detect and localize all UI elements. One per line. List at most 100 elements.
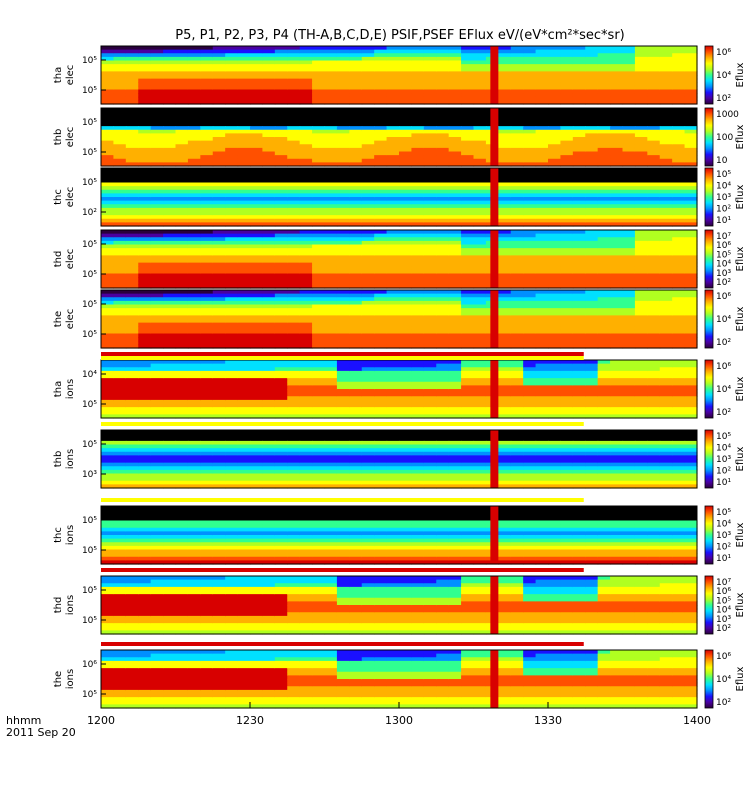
colorbar-tick-label: 10 (716, 156, 728, 166)
heatmap-cell (672, 389, 686, 394)
heatmap-cell (200, 222, 214, 227)
heatmap-cell (361, 284, 375, 289)
heatmap-cell (175, 85, 189, 91)
heatmap-cell (250, 469, 264, 475)
heatmap-cell (349, 262, 363, 267)
heatmap-cell (299, 277, 313, 282)
heatmap-cell (510, 389, 524, 394)
heatmap-cell (324, 484, 338, 489)
heatmap-cell (610, 333, 624, 338)
heatmap-cell (125, 399, 139, 405)
heatmap-cell (684, 230, 698, 235)
heatmap-cell (423, 60, 437, 65)
heatmap-cell (548, 480, 562, 485)
heatmap-cell (560, 218, 574, 223)
heatmap-cell (250, 237, 264, 242)
colorbar-tick-label: 10⁴ (716, 315, 731, 325)
heatmap-cell (386, 133, 400, 138)
heatmap-cell (250, 215, 264, 220)
heatmap-cell (299, 308, 313, 313)
heatmap-cell (672, 56, 686, 62)
heatmap-cell (610, 144, 624, 149)
heatmap-cell (461, 78, 475, 83)
heatmap-cell (411, 273, 425, 278)
heatmap-cell (324, 311, 338, 316)
heatmap-cell (200, 277, 214, 282)
heatmap-cell (101, 240, 115, 246)
heatmap-cell (659, 151, 673, 156)
heatmap-cell (436, 56, 450, 62)
heatmap-cell (336, 469, 350, 475)
heatmap-cell (299, 89, 313, 94)
heatmap-cell (125, 451, 139, 456)
heatmap-cell (175, 155, 189, 160)
heatmap-cell (187, 290, 201, 295)
heatmap-cell (622, 462, 636, 467)
heatmap-cell (374, 370, 388, 376)
heatmap-cell (212, 60, 226, 65)
heatmap-cell (436, 407, 450, 412)
heatmap-cell (560, 64, 574, 69)
heatmap-cell (287, 155, 301, 160)
heatmap-cell (175, 363, 189, 368)
heatmap-cell (523, 186, 537, 191)
heatmap-cell (163, 200, 177, 205)
heatmap-cell (386, 255, 400, 260)
heatmap-cell (672, 329, 686, 335)
heatmap-cell (312, 49, 326, 54)
heatmap-cell (237, 140, 251, 145)
heatmap-cell (299, 211, 313, 216)
heatmap-cell (647, 140, 661, 145)
heatmap-cell (672, 259, 686, 264)
heatmap-cell (672, 53, 686, 58)
heatmap-cell (510, 340, 524, 345)
heatmap-cell (684, 200, 698, 205)
heatmap-cell (647, 240, 661, 246)
heatmap-cell (113, 473, 127, 478)
heatmap-cell (386, 304, 400, 309)
heatmap-cell (138, 403, 152, 408)
heatmap-cell (262, 200, 276, 205)
heatmap-cell (150, 140, 164, 145)
heatmap-cell (225, 89, 239, 94)
heatmap-cell (250, 284, 264, 289)
heatmap-cell (523, 207, 537, 213)
heatmap-cell (585, 414, 599, 419)
heatmap-cell (163, 374, 177, 379)
heatmap-cell (225, 144, 239, 149)
heatmap-cell (436, 284, 450, 289)
heatmap-cell (374, 473, 388, 478)
heatmap-cell (200, 89, 214, 94)
heatmap-cell (560, 255, 574, 260)
heatmap-cell (212, 200, 226, 205)
heatmap-cell (299, 244, 313, 249)
heatmap-cell (150, 520, 164, 525)
heatmap-cell (634, 189, 648, 194)
heatmap-cell (250, 444, 264, 449)
heatmap-cell (138, 96, 152, 101)
heatmap-cell (175, 197, 189, 202)
heatmap-cell (423, 182, 437, 187)
heatmap-cell (163, 403, 177, 408)
heatmap-cell (287, 273, 301, 278)
heatmap-cell (634, 455, 648, 460)
heatmap-cell (163, 560, 177, 565)
heatmap-cell (399, 85, 413, 91)
heatmap-cell (274, 237, 288, 242)
heatmap-cell (138, 144, 152, 149)
heatmap-cell (212, 233, 226, 238)
heatmap-cell (622, 326, 636, 331)
heatmap-cell (212, 240, 226, 246)
heatmap-cell (684, 455, 698, 460)
heatmap-cell (225, 344, 239, 349)
heatmap-cell (572, 233, 586, 238)
heatmap-cell (324, 222, 338, 227)
heatmap-cell (634, 300, 648, 306)
heatmap-cell (324, 207, 338, 213)
heatmap-cell (622, 200, 636, 205)
heatmap-cell (361, 396, 375, 401)
heatmap-cell (448, 473, 462, 478)
heatmap-cell (386, 204, 400, 209)
heatmap-cell (560, 280, 574, 285)
heatmap-cell (548, 67, 562, 72)
